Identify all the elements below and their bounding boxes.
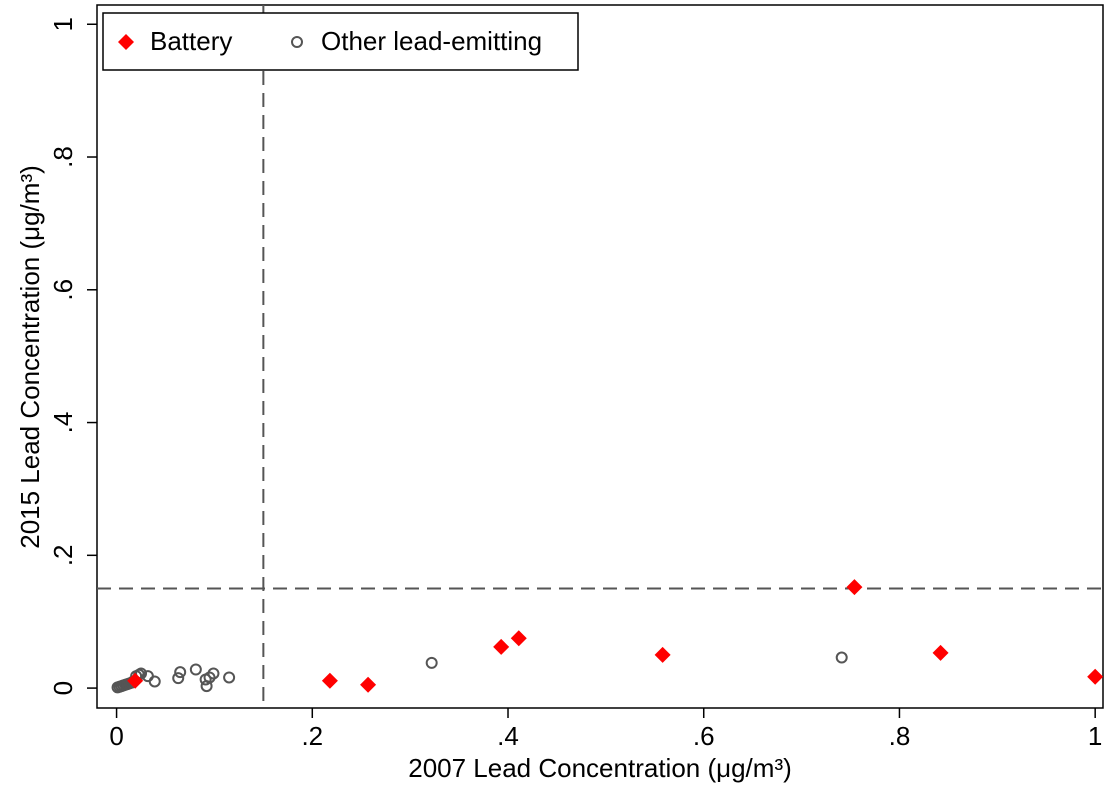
- point: [189, 663, 202, 676]
- x-tick-label: 1: [1088, 721, 1102, 751]
- point: [510, 630, 527, 647]
- legend-marker: [291, 36, 303, 48]
- legend-label: Battery: [150, 26, 232, 56]
- point: [223, 671, 236, 684]
- y-tick-label: .2: [48, 544, 78, 566]
- x-tick-label: .4: [497, 721, 519, 751]
- y-tick-label: .8: [48, 146, 78, 168]
- point: [493, 638, 510, 655]
- point: [654, 646, 671, 663]
- point: [425, 656, 438, 669]
- point: [172, 672, 185, 685]
- point: [932, 644, 949, 661]
- x-tick-label: .6: [693, 721, 715, 751]
- point: [174, 666, 187, 679]
- legend-label: Other lead-emitting: [321, 26, 542, 56]
- y-tick-label: 1: [48, 17, 78, 31]
- point: [360, 676, 377, 693]
- point: [135, 667, 148, 680]
- legend-box: [102, 12, 579, 71]
- point: [1087, 668, 1104, 685]
- point: [321, 672, 338, 689]
- legend-marker: [118, 34, 134, 50]
- x-axis-title: 2007 Lead Concentration (μg/m³): [408, 753, 792, 783]
- point: [148, 675, 161, 688]
- x-tick-label: .8: [889, 721, 911, 751]
- point: [846, 579, 863, 596]
- point: [207, 667, 220, 680]
- x-tick-label: .2: [301, 721, 323, 751]
- plot-frame: [96, 4, 1104, 709]
- x-tick-label: 0: [109, 721, 123, 751]
- y-tick-label: .6: [48, 279, 78, 301]
- point: [835, 651, 848, 664]
- y-axis-title: 2015 Lead Concentration (μg/m³): [15, 165, 45, 549]
- point: [127, 672, 144, 689]
- y-tick-label: 0: [48, 681, 78, 695]
- y-tick-label: .4: [48, 412, 78, 434]
